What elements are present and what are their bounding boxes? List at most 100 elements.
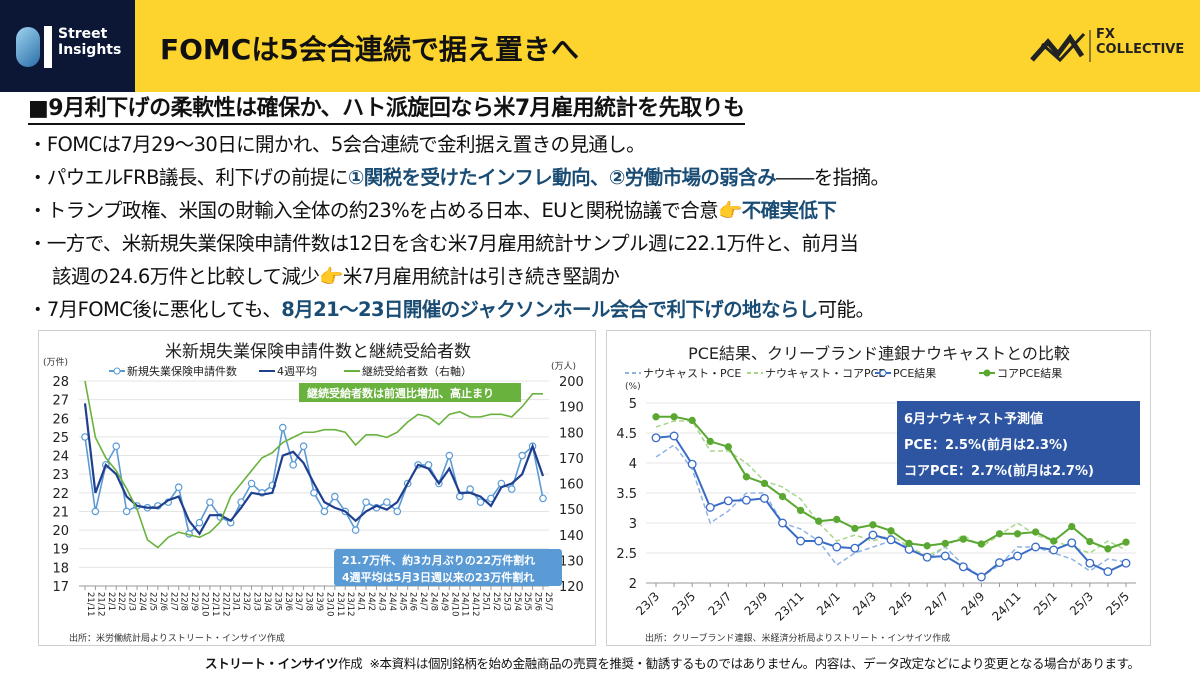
data-point [331, 492, 339, 501]
pointing-hand-icon: 👉 [319, 265, 343, 288]
data-point [796, 536, 806, 546]
y-tick-label: 17 [52, 580, 69, 595]
data-point [886, 535, 896, 545]
y-tick-label: 18 [52, 561, 69, 576]
x-tick-label: 23/8 [304, 592, 314, 611]
data-point [977, 540, 986, 548]
x-tick-label: 25/5 [522, 592, 532, 611]
x-tick-label: 24/3 [850, 589, 879, 618]
data-point [466, 485, 474, 493]
x-tick-label: 25/4 [512, 592, 522, 611]
data-point [869, 521, 877, 529]
x-tick-label: 22/12 [220, 592, 230, 617]
x-tick-label: 24/10 [449, 592, 459, 617]
x-tick-label: 22/7 [168, 592, 178, 611]
data-point [669, 431, 679, 441]
data-point [112, 442, 121, 451]
fx-collective-logo-icon [1030, 30, 1091, 63]
footer-author: ストリート・インサイツ [205, 656, 339, 671]
bullet-text: ・パウエルFRB議長、利下げの前提に [28, 166, 348, 189]
legend-label: ナウキャスト・コアPCE [765, 367, 885, 380]
x-tick-label: 23/4 [262, 592, 272, 611]
x-tick-label: 22/1 [106, 592, 116, 611]
annotation-blue-box [334, 549, 562, 586]
x-tick-label: 22/3 [127, 592, 137, 611]
x-tick-label: 24/5 [886, 589, 915, 618]
data-point [742, 473, 751, 481]
x-tick-label: 21/11 [85, 592, 95, 617]
chart-source: 出所：クリーブランド連銀、米経済分析局よりストリート・インサイツ作成 [645, 632, 950, 644]
y2-tick-label: 160 [559, 478, 584, 493]
data-point [868, 530, 878, 540]
data-point [1049, 545, 1059, 555]
legend-marker [983, 369, 991, 377]
chart-source: 出所：米労働統計局よりストリート・インサイツ作成 [69, 632, 285, 644]
logo-text-2: Insights [58, 42, 122, 58]
annotation-green-text: 継続受給者数は前週比増加、高止まり [307, 386, 494, 400]
x-tick-label: 23/5 [669, 589, 698, 618]
pce-chart: PCE結果、クリーブランド連銀ナウキャストとの比較 (%) 2 2.5 3 3.5 4 4.5… [606, 330, 1151, 646]
series-line-0 [84, 427, 544, 536]
annotation-blue-text: 21.7万件、約3カ月ぶりの22万件割れ [342, 553, 535, 567]
logo-bar-icon [44, 26, 52, 68]
data-point [922, 552, 932, 562]
legend-label: コアPCE結果 [997, 366, 1062, 380]
data-point [688, 416, 696, 425]
logo-text-1: Street [58, 26, 108, 42]
y2-tick-label: 170 [559, 452, 584, 467]
data-point [941, 539, 949, 548]
data-point [815, 517, 823, 525]
legend-label: PCE結果 [893, 366, 936, 380]
data-point [741, 495, 751, 505]
legend-label: 継続受給者数（右軸） [362, 364, 472, 378]
y-tick-label: 2.5 [616, 547, 637, 562]
data-point [1122, 538, 1130, 546]
data-point [455, 492, 464, 501]
data-point [778, 492, 787, 501]
pointing-hand-icon: 👉 [718, 199, 742, 222]
y-tick-label: 3 [629, 517, 637, 532]
y-tick-label: 2 [629, 577, 637, 592]
data-point [278, 423, 287, 432]
data-point [445, 451, 454, 460]
data-point [1104, 545, 1112, 553]
x-tick-label: 21/12 [95, 592, 105, 617]
x-tick-label: 25/3 [1067, 589, 1096, 618]
data-point [320, 507, 329, 516]
data-point [723, 496, 733, 506]
x-tick-label: 24/4 [387, 592, 397, 611]
data-point [760, 479, 769, 488]
bullet-text: 該週の24.6万件と比較して減少 [52, 265, 320, 288]
x-tick-label: 23/11 [772, 589, 806, 623]
data-point [1013, 551, 1022, 561]
x-tick-label: 24/9 [959, 589, 988, 618]
data-point [518, 451, 526, 460]
x-tick-label: 25/1 [481, 592, 491, 611]
y-axis-unit: (%) [625, 382, 641, 392]
x-tick-label: 23/5 [272, 592, 282, 611]
data-point [832, 542, 842, 552]
y-tick-label: 22 [52, 487, 69, 502]
data-point [687, 459, 697, 469]
data-point [995, 558, 1004, 568]
data-point [833, 515, 841, 524]
data-point [122, 507, 131, 516]
fx-logo-text-2: COLLECTIVE [1096, 42, 1185, 57]
y-tick-label: 4.5 [616, 427, 637, 442]
jobless-claims-chart: 米新規失業保険申請件数と継続受給者数 (万件) (万人) 17 18 19 20 21 22 23… [38, 330, 596, 646]
series-line-2 [84, 380, 543, 549]
bullet-text: ・FOMCは7月29～30日に開かれ、5会合連続で金利据え置きの見通し。 [28, 133, 646, 156]
nowcast-pce: PCE：2.5%(前月は2.3%) [904, 437, 1068, 453]
data-point [940, 551, 950, 561]
x-tick-label: 22/9 [189, 592, 199, 611]
data-point [887, 527, 895, 535]
x-tick-label: 23/10 [324, 592, 334, 617]
data-point [651, 433, 661, 443]
x-tick-label: 23/11 [335, 592, 345, 617]
data-point [814, 536, 824, 546]
y-tick-label: 4 [629, 457, 637, 472]
x-tick-label: 22/8 [179, 592, 189, 611]
bullet-item: ・FOMCは7月29～30日に開かれ、5会合連続で金利据え置きの見通し。 [28, 128, 1198, 161]
y2-tick-label: 150 [559, 503, 584, 518]
x-tick-label: 24/5 [397, 592, 407, 611]
